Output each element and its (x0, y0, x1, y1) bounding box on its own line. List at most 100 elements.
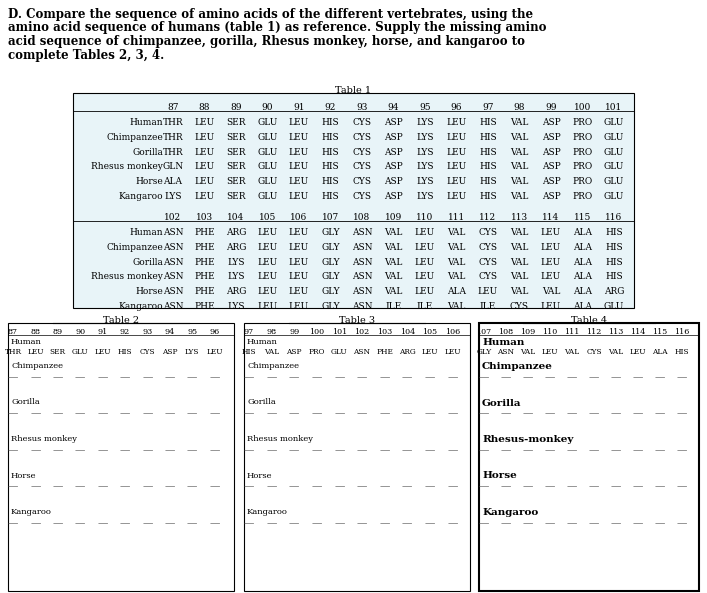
Text: LEU: LEU (541, 257, 561, 267)
Text: 108: 108 (498, 328, 513, 336)
Text: ASP: ASP (542, 148, 561, 157)
Text: 88: 88 (199, 103, 210, 112)
Text: —: — (479, 519, 489, 528)
Text: 110: 110 (416, 213, 433, 222)
Text: PHE: PHE (194, 228, 215, 237)
Text: —: — (165, 519, 175, 528)
Text: —: — (357, 519, 367, 528)
Text: ARG: ARG (226, 287, 246, 296)
Text: —: — (52, 446, 63, 455)
Text: —: — (312, 519, 322, 528)
Text: Rhesus monkey: Rhesus monkey (11, 435, 77, 443)
Text: 112: 112 (586, 328, 602, 336)
Text: GLY: GLY (321, 302, 340, 311)
Text: VAL: VAL (520, 348, 536, 356)
Text: ASN: ASN (163, 228, 183, 237)
Text: ASP: ASP (384, 192, 403, 201)
Text: Chimpanzee: Chimpanzee (106, 243, 163, 252)
Text: CYS: CYS (353, 118, 371, 127)
Text: PHE: PHE (194, 257, 215, 267)
Text: ASP: ASP (286, 348, 302, 356)
Text: —: — (187, 373, 197, 382)
Text: SER: SER (226, 177, 246, 186)
Text: —: — (448, 446, 457, 455)
Text: —: — (142, 519, 153, 528)
Text: —: — (501, 373, 511, 382)
Text: ALA: ALA (573, 302, 592, 311)
Text: —: — (209, 519, 220, 528)
Text: ALA: ALA (163, 177, 182, 186)
Text: VAL: VAL (609, 348, 624, 356)
Text: SER: SER (226, 192, 246, 201)
Text: —: — (209, 483, 220, 492)
Text: LEU: LEU (257, 228, 278, 237)
Text: —: — (30, 410, 40, 419)
Text: —: — (633, 373, 643, 382)
Text: LEU: LEU (194, 162, 215, 171)
Text: ILE: ILE (480, 302, 496, 311)
Text: LEU: LEU (257, 257, 278, 267)
Text: LEU: LEU (444, 348, 461, 356)
Text: Chimpanzee: Chimpanzee (106, 133, 163, 142)
Text: —: — (312, 483, 322, 492)
Text: —: — (655, 446, 665, 455)
Text: Human: Human (482, 338, 525, 347)
Text: 94: 94 (387, 103, 399, 112)
Text: LEU: LEU (289, 133, 309, 142)
Text: —: — (289, 519, 299, 528)
Text: LYS: LYS (164, 192, 182, 201)
Text: LEU: LEU (289, 302, 309, 311)
Text: LEU: LEU (289, 192, 309, 201)
Text: —: — (334, 410, 344, 419)
Text: VAL: VAL (542, 287, 560, 296)
Text: GLU: GLU (72, 348, 88, 356)
Text: —: — (357, 483, 367, 492)
Text: LYS: LYS (416, 118, 434, 127)
Text: VAL: VAL (510, 257, 529, 267)
Text: ARG: ARG (226, 243, 246, 252)
Text: —: — (75, 373, 86, 382)
Text: ALA: ALA (573, 257, 592, 267)
Text: —: — (244, 483, 255, 492)
Text: HIS: HIS (605, 228, 623, 237)
Text: ARG: ARG (604, 287, 624, 296)
Text: —: — (402, 446, 412, 455)
Text: HIS: HIS (605, 272, 623, 282)
Text: ARG: ARG (226, 228, 246, 237)
Text: CYS: CYS (353, 177, 371, 186)
FancyBboxPatch shape (8, 323, 234, 591)
Text: —: — (267, 446, 276, 455)
Text: VAL: VAL (510, 243, 529, 252)
Text: 95: 95 (187, 328, 197, 336)
Text: —: — (98, 410, 107, 419)
Text: Kangaroo: Kangaroo (11, 508, 52, 516)
Text: —: — (165, 483, 175, 492)
Text: Gorilla: Gorilla (11, 398, 40, 406)
Text: 116: 116 (605, 213, 623, 222)
Text: HIS: HIS (479, 118, 497, 127)
Text: ALA: ALA (652, 348, 668, 356)
Text: —: — (209, 373, 220, 382)
Text: LEU: LEU (194, 133, 215, 142)
Text: HIS: HIS (479, 177, 497, 186)
Text: —: — (633, 519, 643, 528)
Text: —: — (8, 519, 18, 528)
Text: Table 3: Table 3 (339, 316, 375, 325)
Text: —: — (8, 410, 18, 419)
Text: LEU: LEU (415, 243, 435, 252)
Text: LEU: LEU (446, 148, 467, 157)
Text: HIS: HIS (242, 348, 257, 356)
Text: —: — (267, 373, 276, 382)
Text: Rhesus-monkey: Rhesus-monkey (482, 435, 573, 444)
Text: ALA: ALA (573, 228, 592, 237)
Text: LEU: LEU (446, 192, 467, 201)
Text: HIS: HIS (605, 257, 623, 267)
Text: —: — (357, 410, 367, 419)
Text: ASP: ASP (542, 118, 561, 127)
Text: CYS: CYS (353, 148, 371, 157)
Text: —: — (244, 519, 255, 528)
Text: LEU: LEU (289, 228, 309, 237)
Text: LYS: LYS (227, 302, 245, 311)
Text: —: — (545, 410, 555, 419)
Text: 112: 112 (479, 213, 496, 222)
